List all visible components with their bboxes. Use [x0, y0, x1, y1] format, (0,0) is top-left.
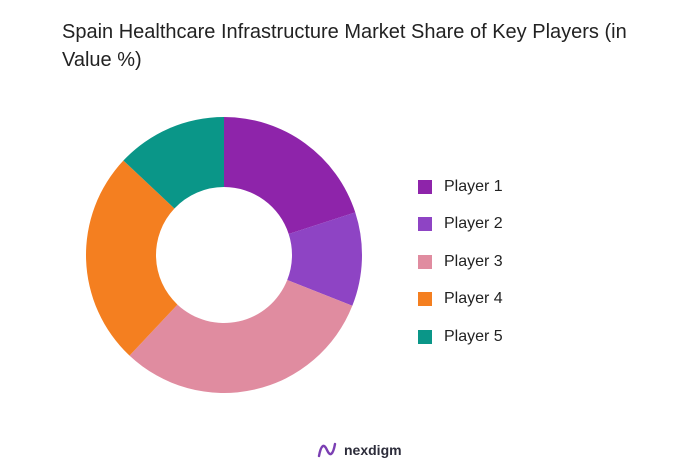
- legend-label: Player 3: [444, 252, 503, 270]
- legend-swatch: [418, 217, 432, 232]
- legend-item-player-4: Player 4: [418, 281, 503, 319]
- chart-legend: Player 1 Player 2 Player 3 Player 4 Player 5: [418, 168, 503, 356]
- slice-player-3: [129, 280, 353, 393]
- brand-logo: nexdigm: [316, 441, 402, 459]
- slice-player-4: [86, 160, 178, 356]
- legend-item-player-5: Player 5: [418, 318, 503, 356]
- legend-swatch: [418, 329, 432, 344]
- legend-item-player-1: Player 1: [418, 168, 503, 206]
- legend-label: Player 5: [444, 327, 503, 345]
- legend-swatch: [418, 254, 432, 269]
- legend-label: Player 1: [444, 177, 503, 195]
- chart-title: Spain Healthcare Infrastructure Market S…: [62, 21, 627, 71]
- legend-label: Player 4: [444, 290, 503, 308]
- slice-player-5: [123, 117, 224, 209]
- legend-swatch: [418, 292, 432, 307]
- brand-name: nexdigm: [344, 442, 402, 458]
- legend-swatch: [418, 179, 432, 194]
- legend-label: Player 2: [444, 215, 503, 233]
- nexdigm-logo-icon: [317, 442, 337, 458]
- slice-player-1: [224, 117, 356, 234]
- slice-player-2: [287, 212, 362, 306]
- legend-item-player-3: Player 3: [418, 243, 503, 281]
- legend-item-player-2: Player 2: [418, 206, 503, 244]
